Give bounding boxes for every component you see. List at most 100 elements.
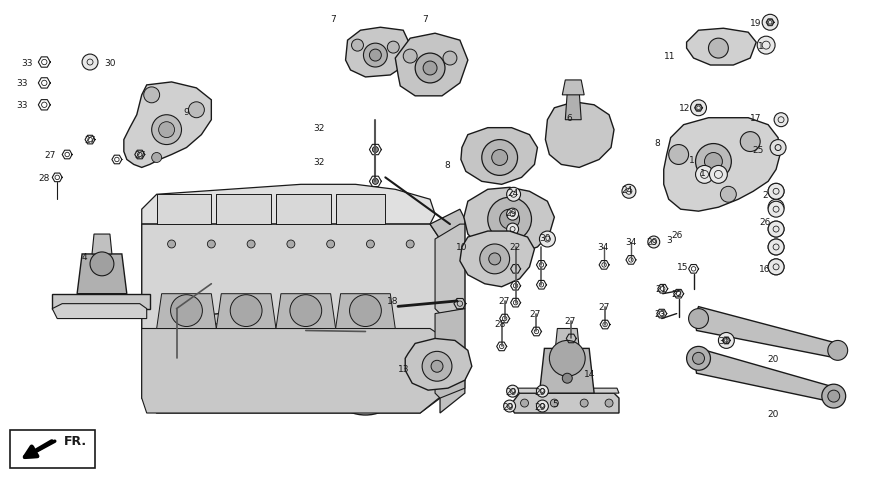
Polygon shape: [435, 309, 465, 398]
Text: 18: 18: [386, 297, 398, 305]
Text: 1: 1: [758, 42, 764, 50]
Text: 33: 33: [17, 79, 28, 88]
Circle shape: [563, 374, 572, 383]
Circle shape: [828, 390, 840, 402]
Polygon shape: [336, 195, 385, 225]
Polygon shape: [157, 195, 212, 225]
Circle shape: [422, 352, 452, 381]
Circle shape: [720, 187, 736, 203]
Circle shape: [536, 400, 548, 412]
Text: 16: 16: [759, 265, 771, 274]
Circle shape: [372, 179, 378, 185]
Polygon shape: [340, 368, 365, 378]
Circle shape: [352, 40, 363, 52]
Circle shape: [189, 103, 205, 119]
Circle shape: [167, 241, 175, 248]
Text: 30: 30: [105, 59, 116, 67]
Polygon shape: [430, 210, 465, 413]
Circle shape: [648, 237, 660, 248]
Text: 27: 27: [564, 317, 576, 325]
Circle shape: [687, 347, 711, 370]
Text: 32: 32: [313, 124, 324, 133]
Text: 8: 8: [444, 161, 450, 169]
Circle shape: [171, 295, 202, 327]
Circle shape: [323, 332, 408, 415]
Circle shape: [507, 224, 518, 236]
Text: 29: 29: [646, 238, 657, 247]
Text: 17: 17: [750, 114, 762, 123]
Polygon shape: [351, 351, 365, 374]
Circle shape: [206, 344, 237, 374]
Polygon shape: [77, 255, 127, 294]
Circle shape: [540, 231, 556, 247]
Circle shape: [768, 222, 784, 238]
Circle shape: [768, 240, 784, 256]
Circle shape: [489, 254, 501, 265]
Circle shape: [709, 39, 728, 59]
Polygon shape: [92, 235, 112, 255]
Polygon shape: [687, 29, 756, 66]
Polygon shape: [365, 368, 391, 378]
Text: 20: 20: [767, 354, 779, 363]
Circle shape: [768, 259, 784, 275]
Circle shape: [431, 361, 443, 373]
Circle shape: [216, 354, 226, 363]
Polygon shape: [142, 329, 445, 413]
Polygon shape: [276, 294, 336, 329]
Polygon shape: [365, 351, 380, 374]
Circle shape: [369, 50, 381, 62]
Polygon shape: [395, 34, 468, 97]
Text: 7: 7: [423, 15, 428, 24]
Circle shape: [263, 341, 319, 396]
Polygon shape: [695, 307, 838, 359]
Circle shape: [507, 239, 518, 250]
Circle shape: [580, 399, 588, 407]
Bar: [11, 430, 95, 468]
Circle shape: [507, 209, 518, 221]
Text: 27: 27: [530, 309, 541, 318]
Circle shape: [507, 188, 521, 202]
Circle shape: [503, 400, 516, 412]
Circle shape: [290, 295, 322, 327]
Circle shape: [327, 241, 335, 248]
Circle shape: [363, 44, 387, 68]
Polygon shape: [336, 294, 395, 329]
Circle shape: [688, 309, 709, 329]
Circle shape: [550, 399, 558, 407]
Text: 27: 27: [44, 151, 56, 160]
Circle shape: [152, 153, 161, 163]
Circle shape: [186, 324, 256, 393]
Circle shape: [424, 62, 437, 76]
Text: 27: 27: [84, 136, 96, 145]
Circle shape: [152, 116, 182, 145]
Text: 23: 23: [654, 309, 665, 318]
Text: 9: 9: [183, 108, 190, 117]
Circle shape: [482, 140, 517, 176]
Polygon shape: [461, 128, 538, 185]
Circle shape: [696, 166, 713, 184]
Text: 14: 14: [584, 369, 595, 378]
Text: 6: 6: [566, 114, 572, 123]
Polygon shape: [365, 374, 380, 395]
Text: 24: 24: [507, 188, 518, 197]
Text: 8: 8: [654, 139, 660, 148]
Polygon shape: [216, 195, 271, 225]
Circle shape: [828, 341, 848, 361]
Text: 29: 29: [505, 208, 517, 217]
Circle shape: [704, 153, 722, 171]
Circle shape: [159, 122, 175, 138]
Circle shape: [403, 50, 417, 64]
Text: 29: 29: [535, 402, 546, 411]
Circle shape: [230, 295, 262, 327]
Text: 15: 15: [677, 263, 688, 272]
Polygon shape: [460, 231, 534, 287]
Circle shape: [507, 385, 518, 397]
Text: 26: 26: [671, 230, 682, 239]
Polygon shape: [435, 225, 465, 314]
Text: 25: 25: [752, 146, 764, 155]
Polygon shape: [142, 185, 435, 225]
Polygon shape: [556, 329, 579, 348]
Circle shape: [521, 399, 529, 407]
Text: 22: 22: [671, 289, 682, 299]
Circle shape: [350, 295, 381, 327]
